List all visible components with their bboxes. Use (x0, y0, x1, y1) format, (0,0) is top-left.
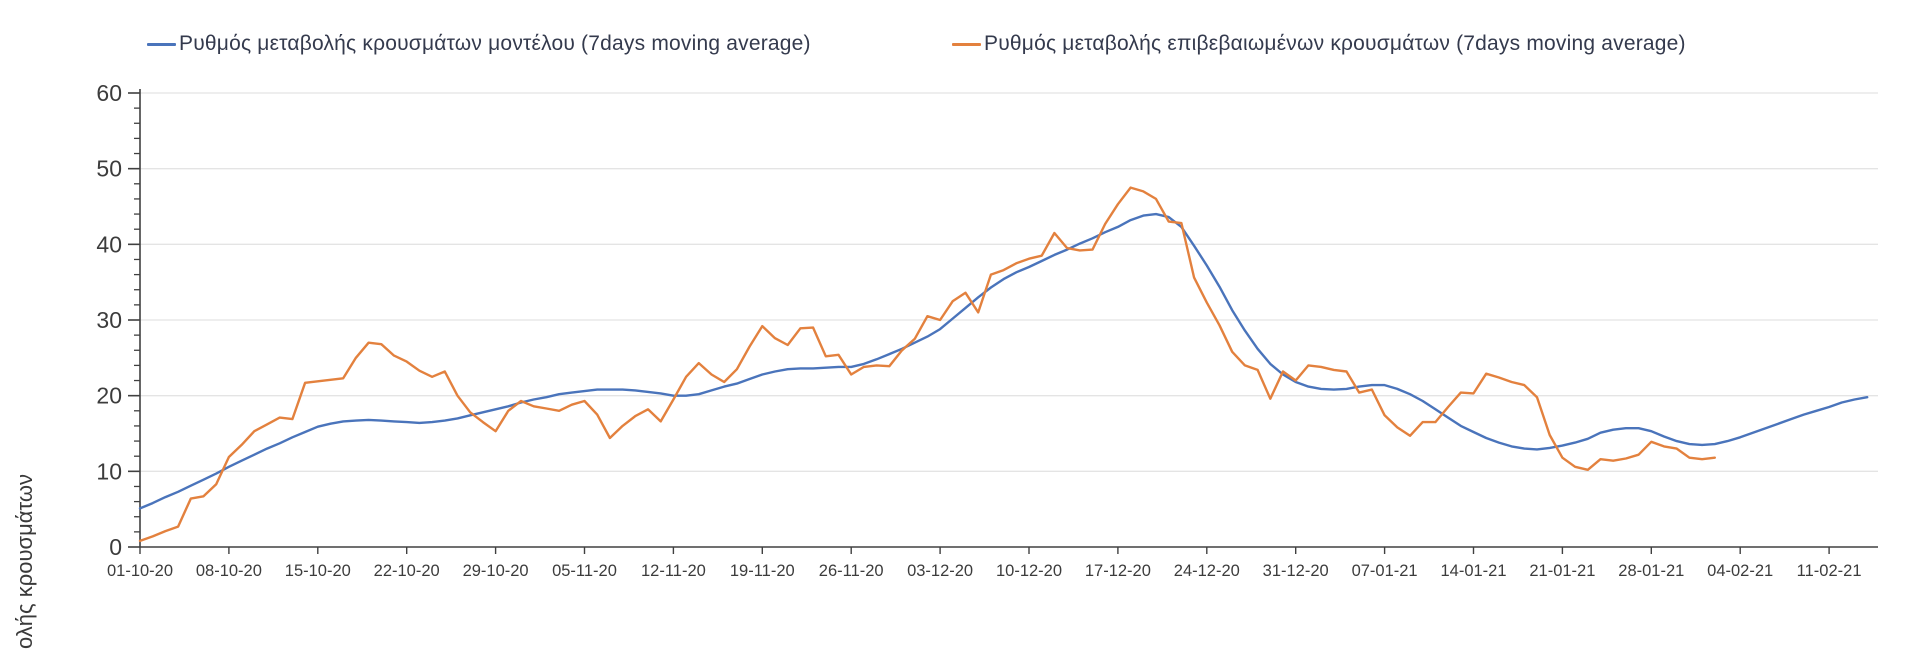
y-tick-label: 20 (96, 383, 122, 409)
series-confirmed-line (138, 186, 1717, 543)
y-tick-label: 30 (96, 307, 122, 333)
x-tick-label: 19-11-20 (730, 562, 795, 580)
series-model-line (138, 212, 1869, 510)
x-tick-label: 14-01-21 (1440, 562, 1506, 580)
x-tick-label: 10-12-20 (996, 562, 1062, 580)
x-tick-label: 28-01-21 (1618, 562, 1684, 580)
x-tick-label: 21-01-21 (1529, 562, 1595, 580)
legend-label-model: Ρυθμός μεταβολής κρουσμάτων μοντέλου (7d… (179, 32, 811, 55)
x-tick-label: 31-12-20 (1263, 562, 1329, 580)
x-tick-label: 26-11-20 (819, 562, 884, 580)
y-axis-title: Ρυθμός μεταβολής κρουσμάτων (12, 473, 37, 649)
x-tick-label: 07-01-21 (1352, 562, 1418, 580)
y-tick-label: 50 (96, 156, 122, 182)
x-tick-label: 12-11-20 (641, 562, 706, 580)
x-tick-label: 04-02-21 (1707, 562, 1773, 580)
x-tick-label: 11-02-21 (1797, 562, 1862, 580)
legend-line-marker-confirmed-icon (952, 42, 981, 46)
x-tick-label: 22-10-20 (374, 562, 440, 580)
legend-line-marker-model-icon (147, 42, 176, 46)
legend-label-confirmed: Ρυθμός μεταβολής επιβεβαιωμένων κρουσμάτ… (984, 32, 1686, 55)
legend-item-model[interactable]: Ρυθμός μεταβολής κρουσμάτων μοντέλου (7d… (147, 30, 811, 58)
y-tick-label: 10 (96, 458, 122, 484)
x-tick-label: 05-11-20 (552, 562, 617, 580)
x-tick-label: 03-12-20 (907, 562, 973, 580)
legend-item-confirmed[interactable]: Ρυθμός μεταβολής επιβεβαιωμένων κρουσμάτ… (952, 30, 1686, 58)
x-tick-label: 29-10-20 (463, 562, 529, 580)
x-tick-label: 24-12-20 (1174, 562, 1240, 580)
x-tick-label: 15-10-20 (285, 562, 351, 580)
y-tick-label: 40 (96, 231, 122, 257)
x-tick-label: 17-12-20 (1085, 562, 1151, 580)
x-tick-label: 08-10-20 (196, 562, 262, 580)
y-tick-label: 0 (109, 534, 122, 560)
x-tick-label: 01-10-20 (107, 562, 173, 580)
y-tick-label: 60 (96, 80, 122, 106)
